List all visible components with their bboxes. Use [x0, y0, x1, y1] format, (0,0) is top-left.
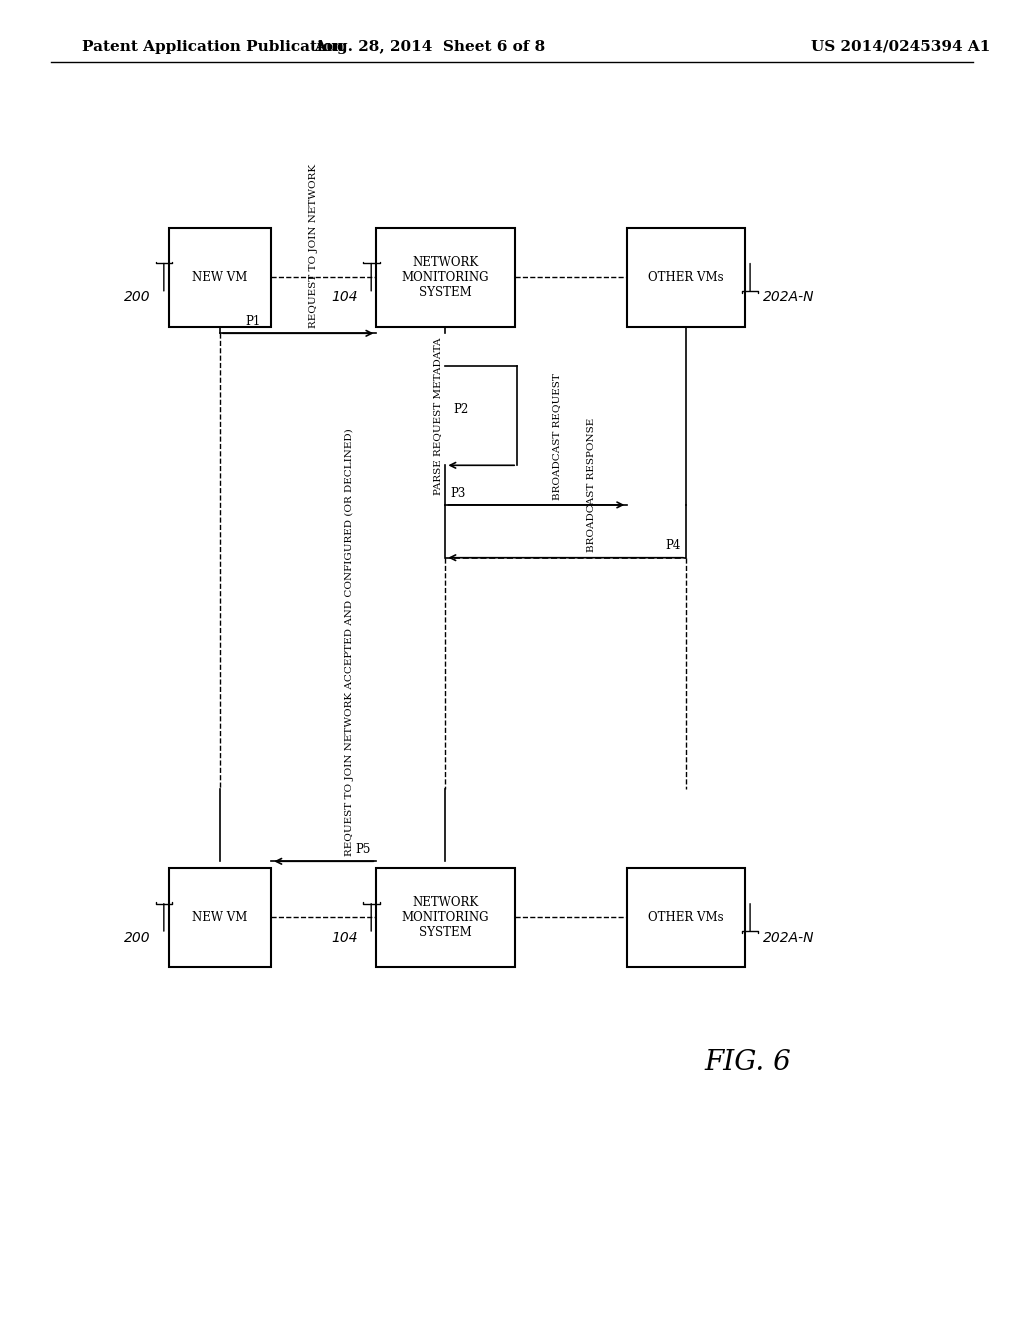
Text: REQUEST TO JOIN NETWORK ACCEPTED AND CONFIGURED (OR DECLINED): REQUEST TO JOIN NETWORK ACCEPTED AND CON… — [345, 428, 354, 857]
FancyBboxPatch shape — [377, 869, 514, 966]
Text: OTHER VMs: OTHER VMs — [648, 271, 724, 284]
FancyBboxPatch shape — [627, 869, 745, 966]
Text: 200: 200 — [124, 931, 151, 945]
Text: OTHER VMs: OTHER VMs — [648, 911, 724, 924]
FancyBboxPatch shape — [627, 227, 745, 326]
Text: 202A-N: 202A-N — [764, 931, 815, 945]
Text: REQUEST TO JOIN NETWORK: REQUEST TO JOIN NETWORK — [309, 164, 318, 327]
FancyBboxPatch shape — [169, 227, 271, 326]
Text: NETWORK
MONITORING
SYSTEM: NETWORK MONITORING SYSTEM — [401, 256, 489, 298]
Text: P5: P5 — [355, 843, 371, 857]
FancyBboxPatch shape — [377, 227, 514, 326]
Text: 104: 104 — [331, 290, 358, 305]
Text: NEW VM: NEW VM — [193, 911, 248, 924]
Text: BROADCAST RESPONSE: BROADCAST RESPONSE — [587, 418, 596, 552]
Text: P2: P2 — [454, 403, 469, 416]
Text: NETWORK
MONITORING
SYSTEM: NETWORK MONITORING SYSTEM — [401, 896, 489, 939]
FancyBboxPatch shape — [169, 869, 271, 966]
Text: US 2014/0245394 A1: US 2014/0245394 A1 — [811, 40, 991, 54]
Text: FIG. 6: FIG. 6 — [705, 1049, 791, 1076]
Text: P1: P1 — [246, 315, 261, 327]
Text: P4: P4 — [666, 540, 681, 552]
Text: 202A-N: 202A-N — [764, 290, 815, 305]
Text: 104: 104 — [331, 931, 358, 945]
Text: P3: P3 — [451, 487, 466, 499]
Text: Patent Application Publication: Patent Application Publication — [82, 40, 344, 54]
Text: 200: 200 — [124, 290, 151, 305]
Text: NEW VM: NEW VM — [193, 271, 248, 284]
Text: Aug. 28, 2014  Sheet 6 of 8: Aug. 28, 2014 Sheet 6 of 8 — [314, 40, 546, 54]
Text: BROADCAST REQUEST: BROADCAST REQUEST — [552, 372, 561, 499]
Text: PARSE REQUEST METADATA: PARSE REQUEST METADATA — [433, 337, 441, 495]
